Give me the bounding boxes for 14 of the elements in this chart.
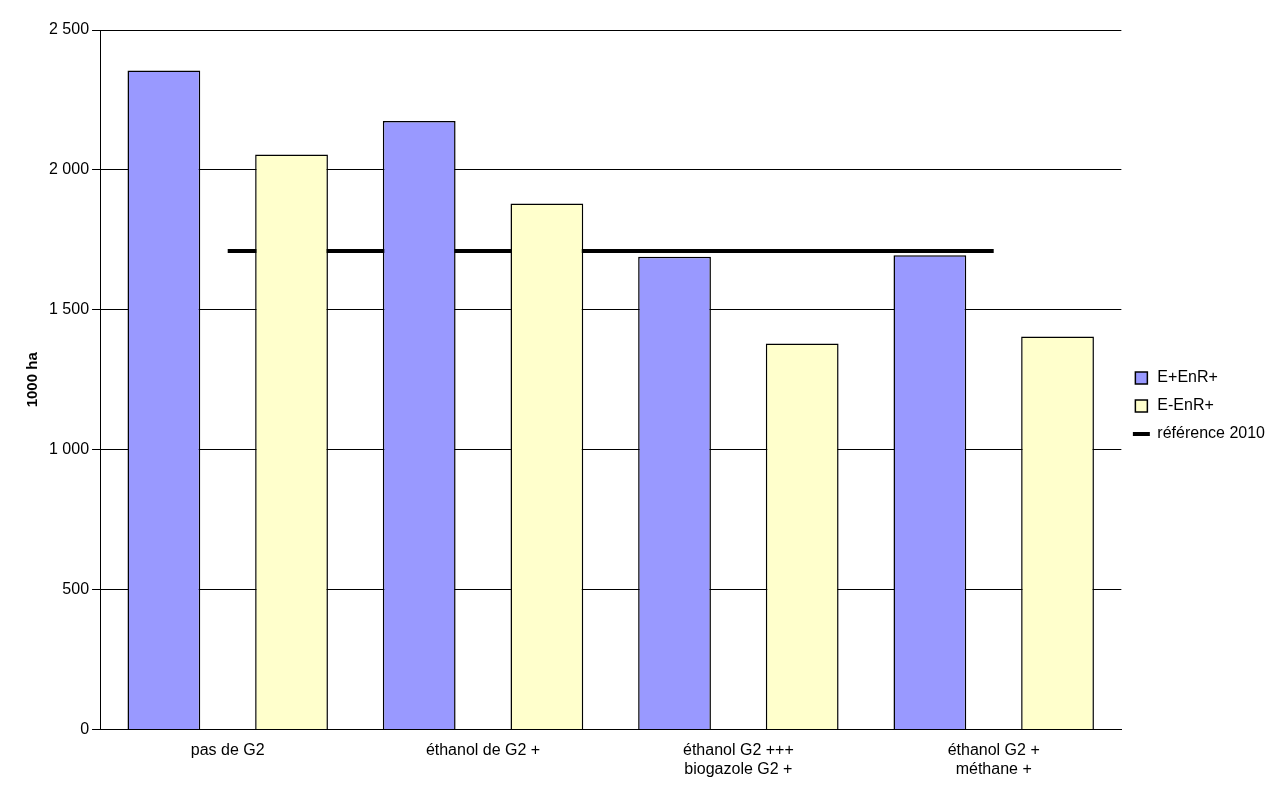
y-tick-label: 2 500 [48, 20, 90, 38]
legend-label: référence 2010 [1157, 424, 1266, 442]
legend-label: E-EnR+ [1157, 396, 1214, 414]
legend-label: E+EnR+ [1157, 368, 1218, 386]
x-tick-label: éthanol G2 +++ biogazole G2 + [682, 740, 794, 777]
y-axis-title: 1000 ha [23, 351, 41, 408]
y-tick-label: 500 [62, 580, 90, 598]
x-tick-label: éthanol G2 + méthane + [947, 740, 1040, 777]
x-tick-label: pas de G2 [190, 740, 265, 758]
x-tick-label: éthanol de G2 + [425, 740, 541, 758]
y-tick-label: 2 000 [48, 160, 90, 178]
y-tick-label: 1 000 [48, 440, 90, 458]
y-tick-label: 0 [80, 720, 90, 738]
y-tick-label: 1 500 [48, 300, 90, 318]
